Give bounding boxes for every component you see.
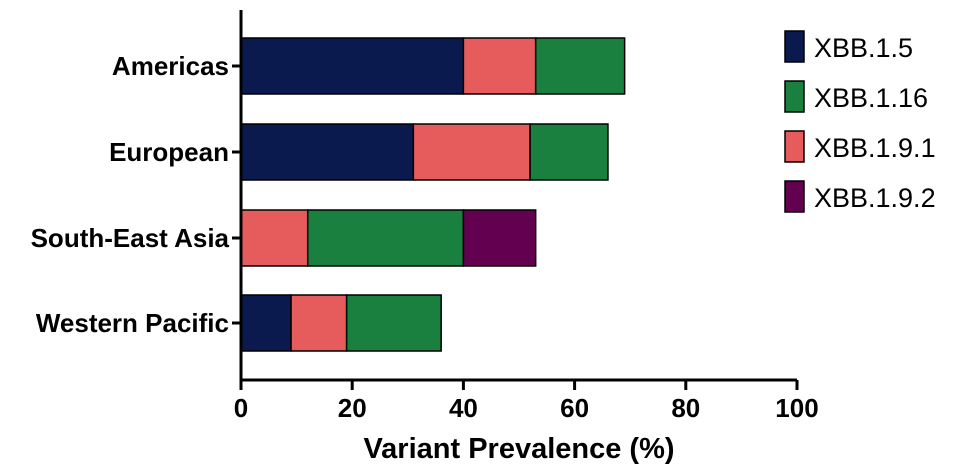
x-tick-label: 0 xyxy=(234,393,248,423)
x-tick-label: 80 xyxy=(671,393,700,423)
legend-swatch xyxy=(784,30,805,63)
axes-group xyxy=(232,10,797,382)
bar-south-east-asia-xbb-1-16 xyxy=(306,209,465,267)
bar-european-xbb-1-9-1 xyxy=(412,123,531,181)
bar-western-pacific-xbb-1-16 xyxy=(345,294,442,352)
bar-americas-xbb-1-9-1 xyxy=(462,37,537,95)
bar-western-pacific-xbb-1-5 xyxy=(240,294,292,352)
x-tick-label: 40 xyxy=(449,393,478,423)
bars-group xyxy=(240,37,626,352)
legend-label: XBB.1.9.2 xyxy=(814,183,936,213)
category-label: South-East Asia xyxy=(31,223,230,253)
bar-european-xbb-1-5 xyxy=(240,123,415,181)
legend-swatch xyxy=(784,80,805,113)
legend-swatch xyxy=(784,180,805,213)
category-label: Americas xyxy=(112,51,229,81)
legend-swatch xyxy=(784,130,805,163)
x-ticks: 0 20 40 60 80 100 xyxy=(234,380,819,423)
bar-south-east-asia-xbb-1-9-1 xyxy=(240,209,309,267)
legend-label: XBB.1.9.1 xyxy=(814,133,936,163)
category-label: Western Pacific xyxy=(36,308,229,338)
x-axis-title: Variant Prevalence (%) xyxy=(363,433,674,465)
legend: XBB.1.5 XBB.1.16 XBB.1.9.1 XBB.1.9.2 xyxy=(784,30,936,213)
bar-western-pacific-xbb-1-9-1 xyxy=(290,294,348,352)
category-labels: Americas European South-East Asia Western P… xyxy=(31,51,230,338)
x-tick-label: 60 xyxy=(560,393,589,423)
bar-americas-xbb-1-5 xyxy=(240,37,465,95)
bar-european-xbb-1-16 xyxy=(529,123,609,181)
legend-label: XBB.1.5 xyxy=(814,33,913,63)
legend-label: XBB.1.16 xyxy=(814,83,928,113)
category-label: European xyxy=(109,137,229,167)
bar-south-east-asia-xbb-1-9-2 xyxy=(462,209,537,267)
x-tick-label: 100 xyxy=(775,393,818,423)
x-tick-label: 20 xyxy=(338,393,367,423)
bar-americas-xbb-1-16 xyxy=(534,37,626,95)
